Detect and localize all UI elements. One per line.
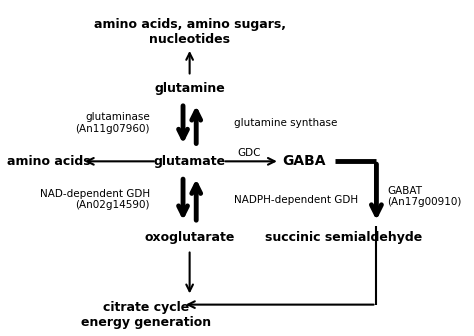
Text: amino acids: amino acids [7,155,91,168]
Text: oxoglutarate: oxoglutarate [145,232,235,245]
Text: NAD-dependent GDH
(An02g14590): NAD-dependent GDH (An02g14590) [40,189,150,210]
Text: GABAT
(An17g00910): GABAT (An17g00910) [387,185,462,207]
Text: glutamine: glutamine [154,82,225,94]
Text: citrate cycle
energy generation: citrate cycle energy generation [81,301,211,329]
Text: succinic semialdehyde: succinic semialdehyde [265,232,422,245]
Text: amino acids, amino sugars,
nucleotides: amino acids, amino sugars, nucleotides [94,18,286,46]
Text: GDC: GDC [237,148,261,158]
Text: NADPH-dependent GDH: NADPH-dependent GDH [234,195,358,205]
Text: glutamine synthase: glutamine synthase [234,118,337,128]
Text: GABA: GABA [282,154,326,168]
Text: glutamate: glutamate [154,155,226,168]
Text: glutaminase
(An11g07960): glutaminase (An11g07960) [75,112,150,134]
